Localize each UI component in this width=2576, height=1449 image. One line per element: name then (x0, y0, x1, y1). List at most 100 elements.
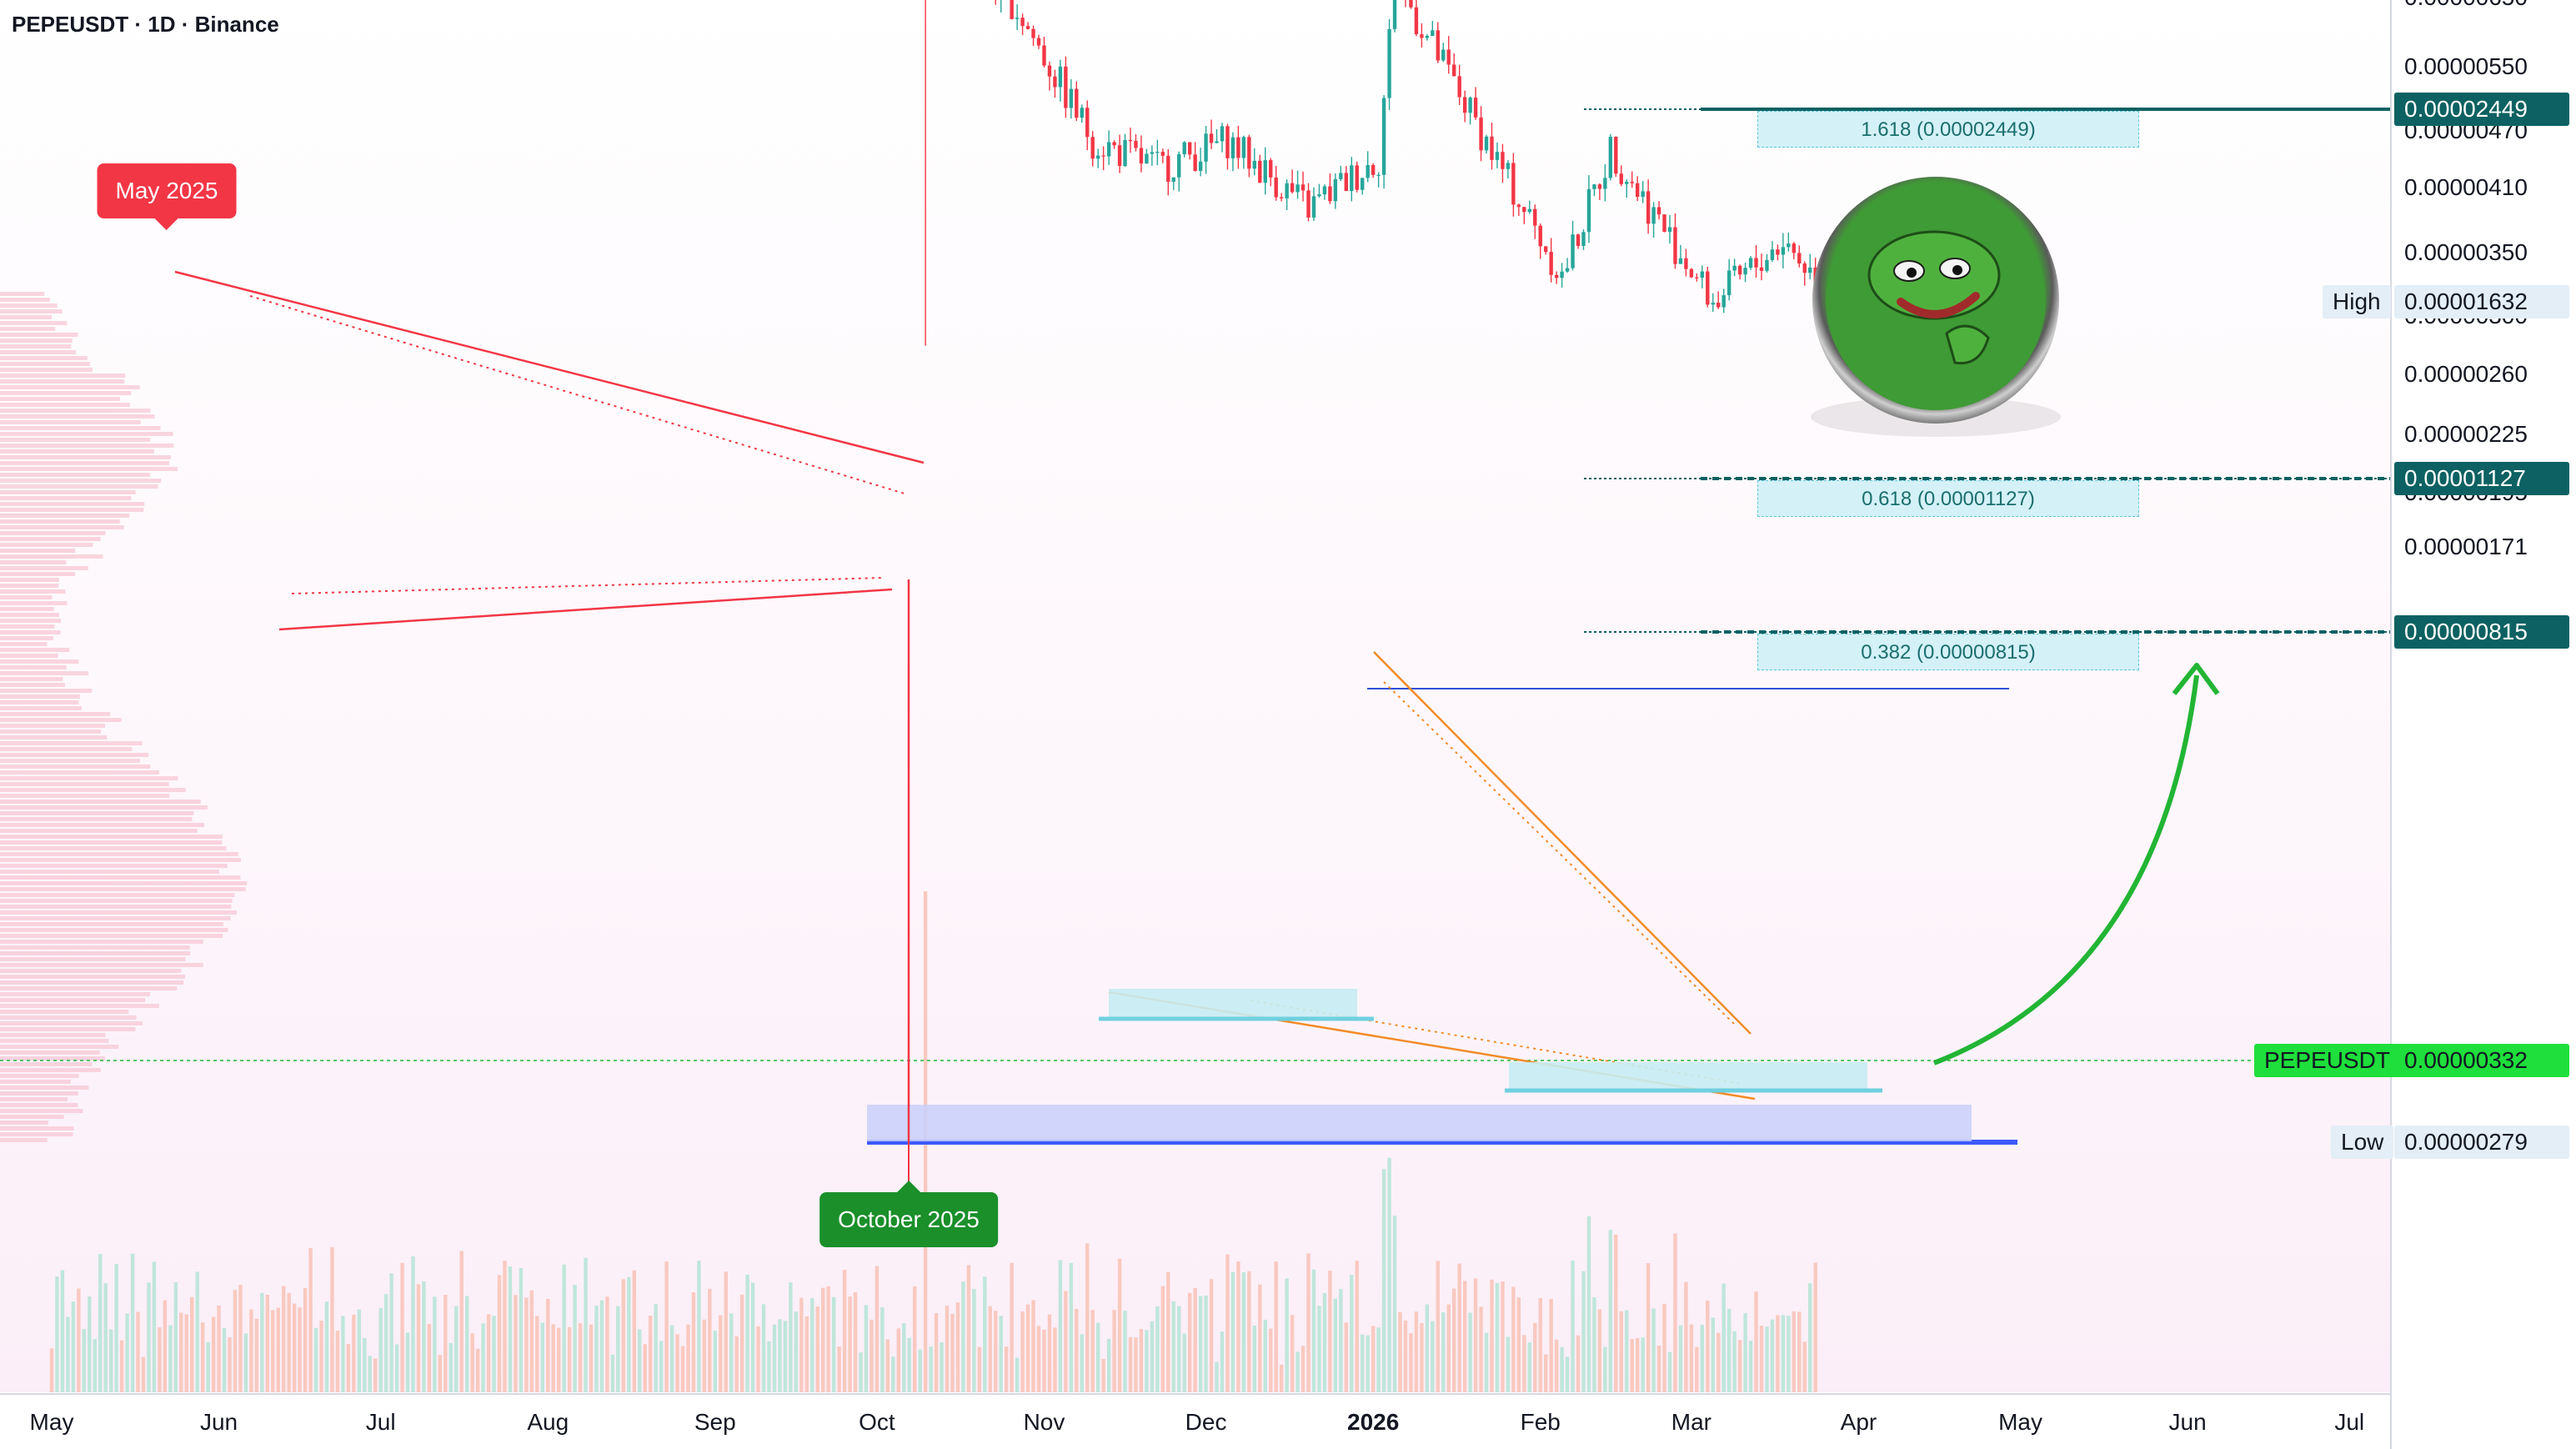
candle-down[interactable] (1031, 28, 1035, 38)
candle-up[interactable] (1608, 137, 1613, 178)
candle-down[interactable] (1306, 190, 1311, 218)
candle-up[interactable] (1106, 142, 1111, 157)
candle-down[interactable] (1274, 177, 1278, 198)
candle-down[interactable] (1371, 164, 1376, 175)
candle-down[interactable] (1187, 142, 1192, 155)
candle-down[interactable] (1479, 117, 1483, 151)
candle-up[interactable] (1581, 232, 1586, 246)
candle-down[interactable] (1457, 76, 1461, 98)
candle-down[interactable] (1516, 204, 1521, 208)
candle-down[interactable] (1112, 142, 1116, 146)
candle-down[interactable] (1139, 148, 1144, 164)
candle-up[interactable] (1468, 98, 1472, 113)
candle-down[interactable] (1462, 97, 1467, 113)
candle-up[interactable] (1727, 270, 1732, 296)
candle-down[interactable] (1166, 155, 1170, 183)
candle-down[interactable] (1776, 249, 1780, 255)
candle-down[interactable] (1301, 184, 1306, 191)
candle-up[interactable] (1722, 295, 1726, 308)
candle-up[interactable] (1333, 178, 1338, 202)
candle-down[interactable] (1409, 0, 1413, 8)
fib-0618-label[interactable]: 0.618 (0.00001127) (1757, 480, 2139, 517)
candle-down[interactable] (1538, 225, 1542, 247)
candle-up[interactable] (1381, 98, 1386, 175)
candle-down[interactable] (1576, 234, 1581, 246)
candle-down[interactable] (1328, 186, 1332, 202)
candle-down[interactable] (1036, 38, 1041, 46)
candle-up[interactable] (1571, 234, 1575, 268)
candle-up[interactable] (1700, 271, 1705, 278)
candle-down[interactable] (1075, 88, 1079, 118)
candle-down[interactable] (1355, 165, 1359, 190)
candle-down[interactable] (1414, 7, 1419, 35)
support-box-mar[interactable] (1509, 1062, 1867, 1091)
candle-up[interactable] (1560, 271, 1564, 278)
candle-down[interactable] (1716, 303, 1721, 308)
candle-up[interactable] (1350, 165, 1354, 192)
candle-down[interactable] (1344, 173, 1348, 192)
descending-channel[interactable] (174, 270, 925, 631)
wedge-upper-line[interactable] (1373, 651, 1752, 1035)
candle-down[interactable] (1619, 173, 1623, 184)
candle-up[interactable] (1667, 227, 1672, 233)
candle-up[interactable] (1285, 183, 1289, 198)
candle-down[interactable] (1209, 133, 1214, 143)
candle-up[interactable] (1263, 160, 1267, 183)
candle-down[interactable] (1737, 265, 1742, 275)
candle-down[interactable] (1436, 30, 1440, 61)
candle-down[interactable] (1614, 137, 1618, 174)
candle-down[interactable] (1269, 160, 1273, 178)
candle-up[interactable] (1495, 152, 1500, 160)
candle-up[interactable] (1220, 126, 1225, 142)
candle-up[interactable] (1015, 18, 1020, 19)
candle-up[interactable] (1317, 194, 1321, 197)
candlestick-series[interactable] (50, 0, 1817, 346)
fib-0382-label[interactable]: 0.382 (0.00000815) (1757, 634, 2139, 670)
candle-down[interactable] (1025, 26, 1030, 29)
candle-down[interactable] (1101, 155, 1105, 157)
candle-down[interactable] (1047, 65, 1052, 77)
candle-up[interactable] (1392, 0, 1397, 29)
candle-down[interactable] (1473, 98, 1478, 118)
candle-down[interactable] (1646, 191, 1651, 224)
candle-up[interactable] (1182, 142, 1186, 154)
channel-upper-line[interactable] (174, 270, 925, 464)
candle-down[interactable] (1511, 163, 1516, 205)
candle-up[interactable] (1711, 303, 1715, 305)
candle-up[interactable] (1787, 243, 1791, 248)
candle-up[interactable] (1651, 207, 1656, 224)
candle-down[interactable] (1797, 253, 1802, 264)
candle-down[interactable] (1490, 136, 1494, 160)
candle-up[interactable] (1484, 136, 1489, 151)
candle-up[interactable] (1678, 258, 1683, 264)
candle-up[interactable] (1770, 249, 1775, 260)
channel-lower-line[interactable] (278, 588, 893, 631)
candle-up[interactable] (1241, 137, 1246, 158)
candle-up[interactable] (1215, 141, 1219, 143)
candle-down[interactable] (1754, 258, 1758, 268)
candle-up[interactable] (1387, 28, 1391, 98)
candle-down[interactable] (1193, 154, 1197, 171)
candle-up[interactable] (1565, 268, 1570, 272)
candle-down[interactable] (1759, 267, 1764, 271)
candle-down[interactable] (1446, 49, 1451, 65)
candle-up[interactable] (1366, 164, 1370, 178)
candle-down[interactable] (1247, 137, 1251, 169)
candle-down[interactable] (1085, 108, 1090, 138)
candle-up[interactable] (1230, 137, 1235, 158)
candle-up[interactable] (1145, 153, 1149, 164)
candle-down[interactable] (1117, 145, 1122, 167)
candle-up[interactable] (1808, 267, 1812, 273)
candle-up[interactable] (1603, 178, 1607, 189)
candle-down[interactable] (1662, 214, 1666, 233)
candle-up[interactable] (1781, 247, 1786, 255)
candle-up[interactable] (1425, 36, 1430, 38)
candle-up[interactable] (1095, 155, 1100, 159)
candle-up[interactable] (1625, 182, 1629, 184)
candle-down[interactable] (1630, 182, 1634, 183)
candle-down[interactable] (1128, 139, 1133, 142)
candle-up[interactable] (1296, 184, 1300, 193)
candle-down[interactable] (1635, 183, 1640, 198)
candle-up[interactable] (1527, 208, 1531, 213)
candle-down[interactable] (1684, 258, 1688, 269)
